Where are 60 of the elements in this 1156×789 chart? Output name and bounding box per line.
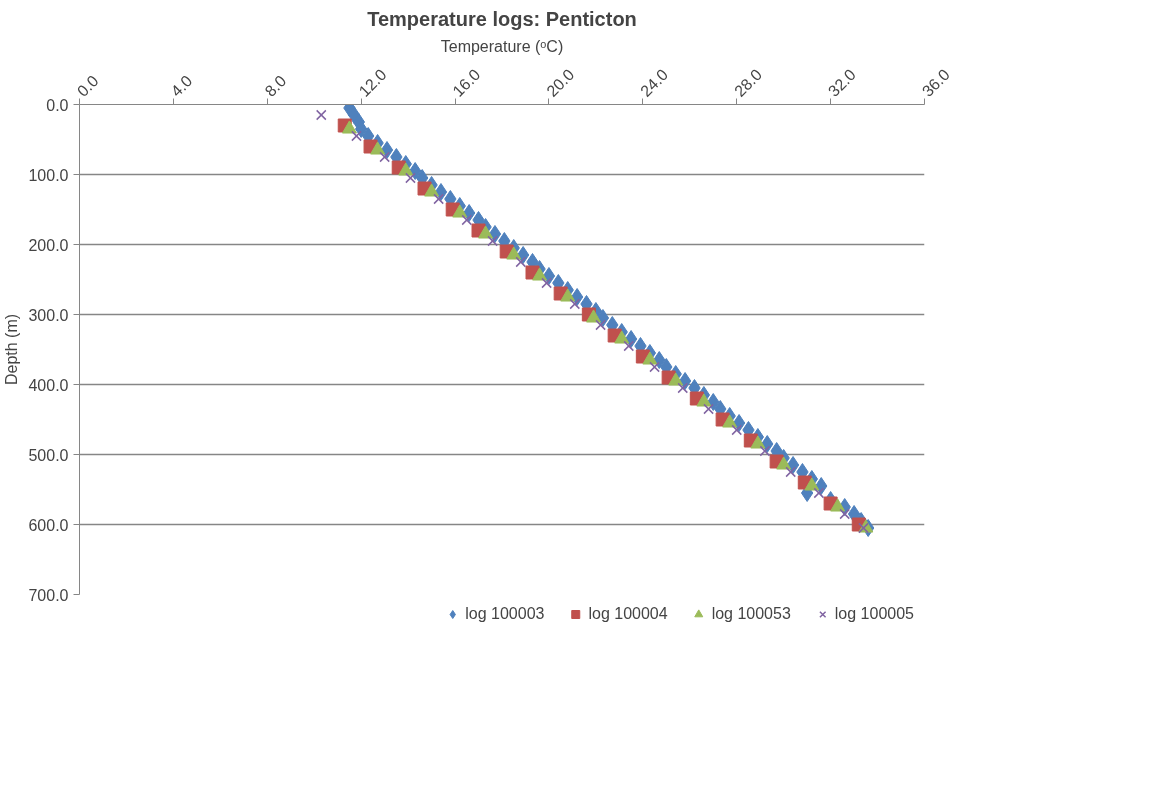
point [722,414,738,428]
point [569,298,581,310]
y-tick-label: 400.0 [28,376,69,394]
point [785,466,797,478]
point [668,372,684,386]
legend-label: log 100004 [588,605,668,623]
x-tick-label: 32.0 [824,65,860,100]
point [515,256,527,268]
x-axis-title: Temperature (ᵒC) [440,37,564,55]
point [776,456,792,470]
point [830,498,846,512]
legend-label: log 100005 [834,605,914,623]
y-tick-label: 300.0 [28,306,69,324]
y-tick-label: 600.0 [28,516,69,534]
point [351,130,362,142]
point [858,522,869,534]
point [560,288,576,302]
point [696,393,712,407]
point [478,225,494,239]
point [452,204,468,218]
y-tick-label: 200.0 [28,236,69,254]
y-tick-label: 100.0 [28,166,69,184]
chart-title: Temperature logs: Penticton [367,7,637,30]
point [398,162,414,176]
y-tick-label: 500.0 [28,446,69,464]
point [315,109,327,121]
point [703,403,714,415]
point [341,120,357,134]
point [506,246,522,260]
x-tick-label: 8.0 [261,72,290,100]
point [541,277,552,289]
x-tick-label: 0.0 [73,72,102,100]
point [461,214,473,226]
point [642,351,658,365]
point [813,487,825,499]
point [614,330,630,344]
point [804,477,820,491]
y-tick-label: 700.0 [28,586,69,604]
legend-label: log 100053 [711,605,791,623]
y-axis-title: Depth (m) [3,313,21,386]
point [532,267,548,281]
y-tick-label: 0.0 [46,96,69,114]
point [623,340,635,352]
point [677,382,689,394]
x-tick-label: 36.0 [918,65,953,100]
point [595,319,606,331]
point [370,141,386,155]
point [586,309,602,323]
point [379,151,390,163]
point [405,172,416,184]
point [759,445,771,457]
point [649,361,660,373]
point [731,424,743,436]
point [487,235,498,247]
point [433,193,444,205]
point [839,508,851,520]
legend-label: log 100003 [465,605,545,623]
point [750,435,766,449]
point [424,183,440,197]
x-tick-label: 4.0 [167,72,196,100]
